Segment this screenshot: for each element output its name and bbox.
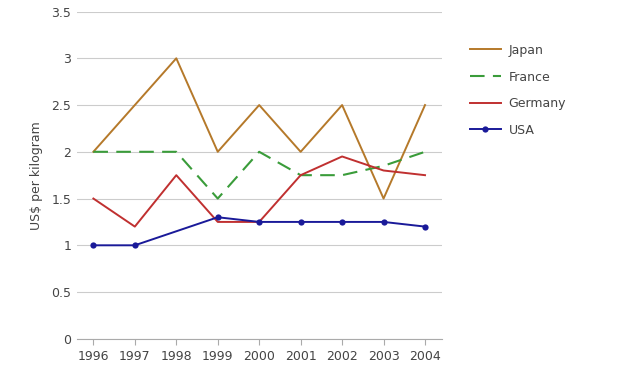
USA: [380, 219, 387, 224]
Japan: [90, 149, 97, 154]
Japan: [255, 103, 263, 107]
USA: [297, 219, 305, 224]
Japan: [297, 149, 305, 154]
Germany: [421, 173, 429, 177]
Germany: [172, 173, 180, 177]
USA: [339, 219, 346, 224]
USA: [131, 243, 139, 248]
Japan: [380, 196, 387, 201]
Germany: [90, 196, 97, 201]
France: [421, 149, 429, 154]
Japan: [214, 149, 221, 154]
USA: [255, 219, 263, 224]
France: [131, 149, 139, 154]
Germany: [131, 224, 139, 229]
France: [297, 173, 305, 177]
France: [339, 173, 346, 177]
Germany: [339, 154, 346, 159]
Line: Germany: Germany: [93, 156, 425, 227]
France: [380, 164, 387, 168]
Germany: [380, 168, 387, 173]
Germany: [255, 219, 263, 224]
Legend: Japan, France, Germany, USA: Japan, France, Germany, USA: [470, 44, 566, 137]
Line: Japan: Japan: [93, 58, 425, 199]
Japan: [421, 103, 429, 107]
France: [255, 149, 263, 154]
Line: USA: USA: [90, 214, 428, 248]
USA: [214, 215, 221, 219]
Japan: [339, 103, 346, 107]
Japan: [172, 56, 180, 60]
USA: [421, 224, 429, 229]
USA: [90, 243, 97, 248]
Y-axis label: US$ per kilogram: US$ per kilogram: [30, 121, 43, 229]
France: [90, 149, 97, 154]
Germany: [297, 173, 305, 177]
Germany: [214, 219, 221, 224]
Line: France: France: [93, 152, 425, 199]
France: [172, 149, 180, 154]
France: [214, 196, 221, 201]
